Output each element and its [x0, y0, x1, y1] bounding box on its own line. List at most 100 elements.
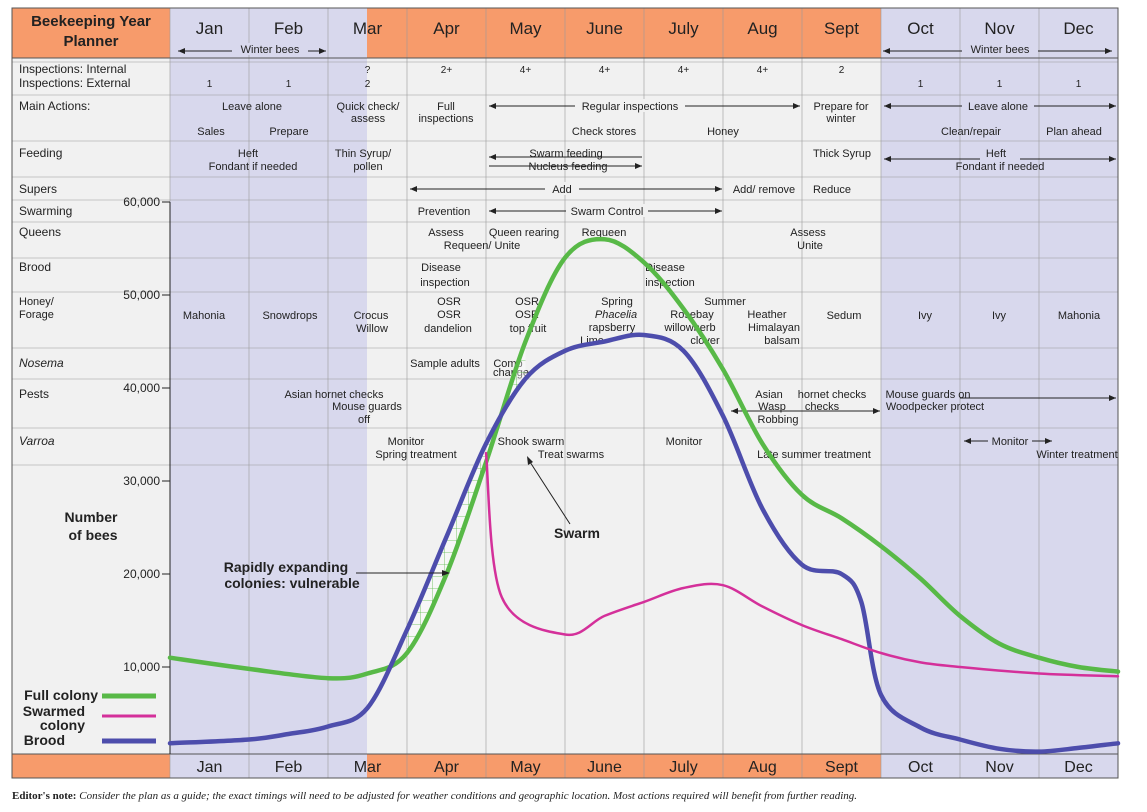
- month-header-mar: Mar: [353, 19, 383, 38]
- label-main-actions: Main Actions:: [19, 99, 90, 113]
- add-arrow-head-right: [715, 186, 722, 192]
- hornet-checks-arrow-head-left: [731, 408, 738, 414]
- cell-monitor-2: Monitor: [666, 436, 703, 448]
- y-tick-label: 10,000: [123, 660, 160, 674]
- inspection-external-11: 1: [1076, 79, 1082, 90]
- label-supers: Supers: [19, 182, 57, 196]
- vulnerable-pointer-head: [442, 570, 450, 576]
- cell-winter-treat: Winter treatment: [1036, 449, 1117, 461]
- winter-bees-right-arrow-head-right: [1105, 48, 1112, 54]
- cell-disease-2b: inspection: [645, 277, 695, 289]
- cell-dandelion: dandelion: [424, 323, 472, 335]
- cell-sedum: Sedum: [827, 310, 862, 322]
- cell-treat-swarms: Treat swarms: [538, 449, 605, 461]
- month-footer-sept: Sept: [825, 759, 858, 776]
- swarm-pointer: [529, 461, 571, 525]
- regular-insp-bg: [575, 99, 685, 112]
- inspection-external-10: 1: [997, 79, 1003, 90]
- cell-hornet-checks-2: hornet checks: [798, 389, 867, 401]
- winter-bees-left-arrow-head-left: [178, 48, 185, 54]
- cell-thin-syrup-2: pollen: [353, 161, 382, 173]
- cell-heather: Heather: [747, 309, 786, 321]
- y-tick-label: 20,000: [123, 567, 160, 581]
- cell-add-remove: Add/ remove: [733, 184, 795, 196]
- hornet-checks-arrow-head-right: [873, 408, 880, 414]
- regular-inspections-arrow-head-right: [793, 103, 800, 109]
- cell-late-summer: Late summer treatment: [757, 449, 871, 461]
- cell-leave-alone-1: Leave alone: [222, 101, 282, 113]
- add-arrow-head-left: [410, 186, 417, 192]
- y-tick-label: 40,000: [123, 381, 160, 395]
- month-footer-nov: Nov: [985, 759, 1013, 776]
- leave-alone-right-arrow-head-right: [1109, 103, 1116, 109]
- cell-snowdrops: Snowdrops: [262, 310, 318, 322]
- cell-disease-1a: Disease: [421, 262, 461, 274]
- add-bg: [545, 182, 579, 195]
- footer-corner: [12, 754, 170, 778]
- vulnerable-label-1: Rapidly expanding: [224, 559, 348, 575]
- monitor-winter-arrow-head-left: [964, 438, 971, 444]
- cell-sales: Sales: [197, 126, 225, 138]
- month-header-nov: Nov: [984, 19, 1015, 38]
- swarm-feeding-arrow-head-left: [489, 154, 496, 160]
- swarm-control-arrow-head-right: [715, 208, 722, 214]
- cell-heft-2: Heft: [986, 148, 1006, 160]
- cell-disease-1b: inspection: [420, 277, 470, 289]
- cell-osr-2: OSR: [437, 309, 461, 321]
- month-header-sept: Sept: [824, 19, 859, 38]
- y-tick-label: 50,000: [123, 288, 160, 302]
- cell-prevention: Prevention: [418, 206, 471, 218]
- leave-alone-right-bg: [962, 99, 1034, 112]
- cell-prepare-winter-2: winter: [825, 113, 856, 125]
- month-footer-apr: Apr: [434, 759, 460, 776]
- month-footer-jan: Jan: [197, 759, 223, 776]
- series-full-colony: [167, 236, 1121, 681]
- month-header-oct: Oct: [907, 19, 934, 38]
- y-axis-label-2: of bees: [68, 527, 117, 543]
- footer-winter-left: [170, 754, 367, 778]
- label-column-bg: [12, 58, 170, 754]
- swarm-label: Swarm: [554, 525, 600, 541]
- cell-regular-insp: Regular inspections: [582, 101, 679, 113]
- cell-checks: checks: [805, 401, 840, 413]
- legend-swarmed-2: colony: [40, 717, 85, 733]
- winter-bees-left: Winter bees: [241, 44, 300, 56]
- cell-check-stores: Check stores: [572, 126, 637, 138]
- monitor-winter-bg: [988, 434, 1032, 446]
- cell-balsam: balsam: [764, 335, 799, 347]
- cell-rosebay: Rosebay: [670, 309, 714, 321]
- cell-monitor-1: Monitor: [388, 436, 425, 448]
- vulnerable-label-2: colonies: vulnerable: [224, 575, 360, 591]
- cell-full-insp-1: Full: [437, 101, 455, 113]
- series-swarmed-colony: [484, 451, 1120, 678]
- swarm-pointer-head: [527, 456, 533, 465]
- winter-bg-right: [881, 58, 1118, 754]
- month-header-dec: Dec: [1063, 19, 1094, 38]
- cell-quick-check-1: Quick check/: [337, 101, 401, 113]
- month-footer-july: July: [669, 759, 697, 776]
- swarm-control-arrow-head-left: [489, 208, 496, 214]
- cell-asian-2: Asian: [755, 389, 783, 401]
- month-header-july: July: [668, 19, 699, 38]
- cell-asian-hornet-1: Asian hornet checks: [284, 389, 384, 401]
- cell-spring-treat: Spring treatment: [375, 449, 456, 461]
- label-swarming: Swarming: [19, 204, 72, 218]
- cell-robbing: Robbing: [758, 414, 799, 426]
- series-brood: [167, 332, 1121, 754]
- cell-ivy-2: Ivy: [992, 310, 1007, 322]
- month-footer-june: June: [587, 759, 622, 776]
- inspection-internal-2: ?: [365, 65, 371, 76]
- cell-willowherb: willowherb: [663, 322, 715, 334]
- y-axis-label-1: Number: [65, 509, 118, 525]
- label-inspections-external: Inspections: External: [19, 76, 130, 90]
- cell-honey: Honey: [707, 126, 739, 138]
- monitor-winter-arrow-head-right: [1045, 438, 1052, 444]
- heft-right-bg: [980, 149, 1020, 160]
- inspection-internal-3: 2+: [441, 65, 453, 76]
- cell-nucleus-feeding: Nucleus feeding: [529, 161, 608, 173]
- cell-monitor-3: Monitor: [992, 436, 1029, 448]
- cell-heft-1: Heft: [238, 148, 258, 160]
- heft-right-arrow-head-left: [884, 156, 891, 162]
- label-forage: Forage: [19, 309, 54, 321]
- cell-quick-check-2: assess: [351, 113, 386, 125]
